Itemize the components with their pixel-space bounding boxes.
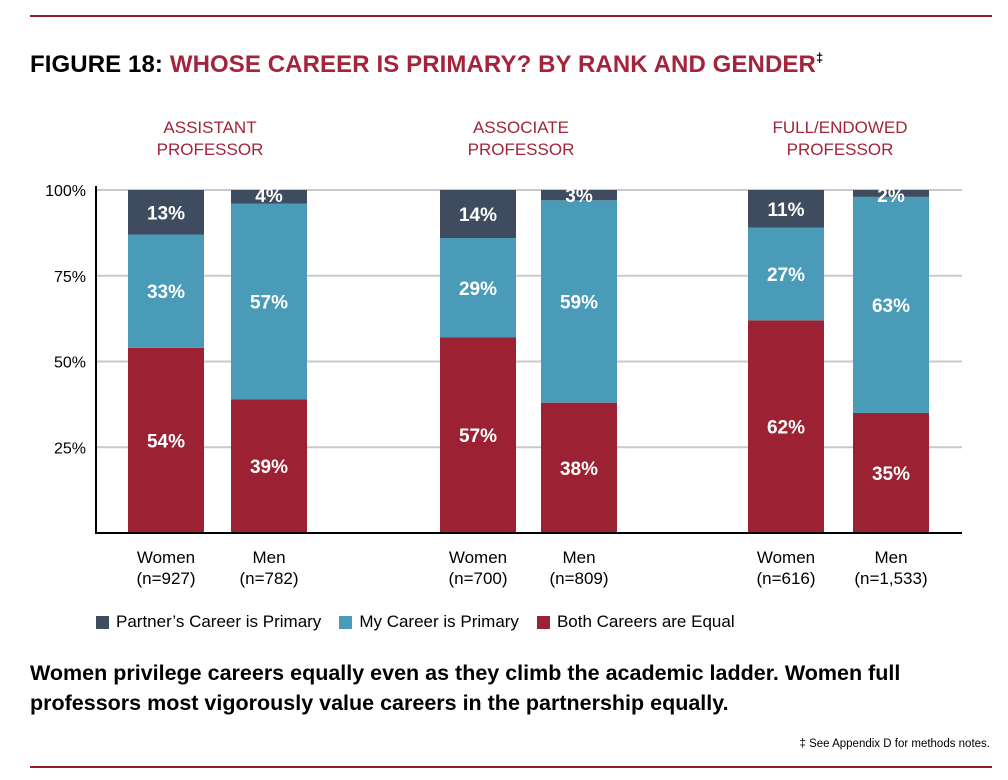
bar-segment-mine bbox=[440, 238, 516, 338]
bar-segment-partner bbox=[748, 190, 824, 228]
figure-caption: Women privilege careers equally even as … bbox=[30, 661, 901, 715]
y-tick-label: 25% bbox=[54, 440, 86, 457]
category-n-label: (n=782) bbox=[239, 569, 298, 588]
bar-segment-equal bbox=[853, 412, 929, 533]
data-label-partner: 14% bbox=[459, 205, 497, 226]
data-label-mine: 57% bbox=[250, 292, 288, 313]
data-label-equal: 62% bbox=[767, 418, 805, 439]
category-label: Women bbox=[449, 548, 507, 567]
data-label-mine: 27% bbox=[767, 265, 805, 286]
category-n-label: (n=1,533) bbox=[854, 569, 927, 588]
bar-segment-partner bbox=[440, 190, 516, 239]
bar-segment-partner bbox=[231, 190, 307, 204]
chart-legend: Partner’s Career is Primary My Career is… bbox=[96, 612, 735, 632]
stacked-bar-chart: 100% 75% 50% 25% 54% 39% 57% 38% 62% 35% 33% 57% 29%… bbox=[45, 118, 962, 588]
bar-segment-equal bbox=[541, 402, 617, 533]
top-rule bbox=[30, 15, 992, 17]
bar-segment-equal bbox=[231, 399, 307, 533]
legend-item-partner: Partner’s Career is Primary bbox=[96, 612, 321, 632]
group-label-line: PROFESSOR bbox=[157, 140, 264, 159]
category-n-label: (n=809) bbox=[549, 569, 608, 588]
bottom-rule bbox=[30, 766, 992, 768]
group-label-line: PROFESSOR bbox=[787, 140, 894, 159]
legend-label-partner: Partner’s Career is Primary bbox=[116, 612, 322, 631]
data-label-equal: 54% bbox=[147, 431, 185, 452]
group-label-line: FULL/ENDOWED bbox=[772, 118, 907, 137]
bar-segment-mine bbox=[128, 234, 204, 348]
data-label-partner: 11% bbox=[768, 200, 805, 221]
category-label: Women bbox=[137, 548, 195, 567]
methods-footnote: ‡ See Appendix D for methods notes. bbox=[799, 738, 990, 750]
data-label-mine: 33% bbox=[147, 282, 185, 303]
bar-segment-equal bbox=[748, 320, 824, 533]
bar-segment-partner bbox=[853, 190, 929, 197]
category-n-label: (n=700) bbox=[448, 569, 507, 588]
category-n-label: (n=616) bbox=[756, 569, 815, 588]
bar-segment-equal bbox=[440, 337, 516, 533]
legend-swatch-partner bbox=[96, 615, 109, 629]
data-label-mine: 29% bbox=[459, 279, 497, 300]
y-tick-label: 50% bbox=[54, 355, 86, 372]
bar-segment-partner bbox=[541, 190, 617, 201]
data-label-mine: 59% bbox=[560, 292, 598, 313]
bar-segment-mine bbox=[853, 196, 929, 413]
group-label-line: ASSISTANT bbox=[163, 118, 256, 137]
category-label: Men bbox=[874, 548, 907, 567]
figure-title: FIGURE 18: WHOSE CAREER IS PRIMARY? BY R… bbox=[30, 50, 823, 79]
legend-label-mine: My Career is Primary bbox=[359, 612, 519, 631]
group-label-line: PROFESSOR bbox=[468, 140, 575, 159]
y-tick-label: 75% bbox=[54, 269, 86, 286]
category-n-label: (n=927) bbox=[136, 569, 195, 588]
legend-swatch-mine bbox=[339, 615, 353, 629]
bar-segment-mine bbox=[541, 200, 617, 403]
category-label: Men bbox=[562, 548, 595, 567]
bar-segment-partner bbox=[128, 190, 204, 235]
group-label-line: ASSOCIATE bbox=[473, 118, 569, 137]
y-tick-label: 100% bbox=[45, 183, 86, 200]
data-label-partner: 13% bbox=[147, 203, 185, 224]
figure-number: FIGURE 18: bbox=[30, 51, 164, 78]
bar-segment-mine bbox=[748, 227, 824, 321]
bar-segment-mine bbox=[231, 203, 307, 400]
legend-swatch-equal bbox=[536, 615, 550, 629]
figure-heading: WHOSE CAREER IS PRIMARY? BY RANK AND GEN… bbox=[169, 51, 816, 78]
data-label-partner: 3% bbox=[565, 186, 593, 207]
legend-item-mine: My Career is Primary bbox=[339, 612, 519, 632]
data-label-equal: 35% bbox=[872, 464, 910, 485]
double-dagger-mark: ‡ bbox=[815, 50, 824, 65]
data-label-mine: 63% bbox=[872, 296, 910, 317]
data-label-partner: 2% bbox=[877, 186, 905, 207]
data-label-equal: 39% bbox=[250, 457, 288, 478]
category-label: Men bbox=[252, 548, 285, 567]
data-label-equal: 38% bbox=[560, 459, 598, 480]
data-label-equal: 57% bbox=[459, 426, 497, 447]
data-label-partner: 4% bbox=[255, 186, 283, 207]
category-label: Women bbox=[757, 548, 815, 567]
legend-item-equal: Both Careers are Equal bbox=[536, 612, 735, 632]
legend-label-equal: Both Careers are Equal bbox=[556, 612, 735, 631]
bar-segment-equal bbox=[128, 347, 204, 533]
